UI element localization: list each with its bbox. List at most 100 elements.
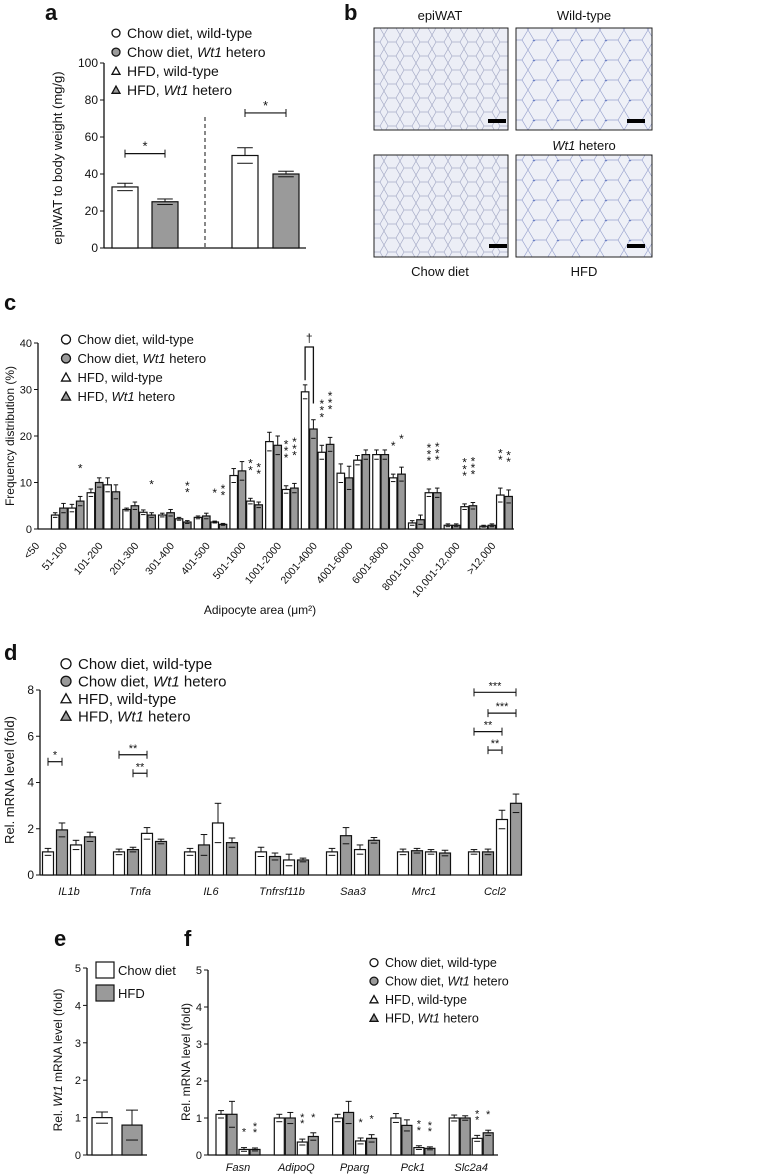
legend-label: Chow diet, wild-type: [127, 25, 253, 41]
significance-stars: ***: [435, 440, 440, 467]
x-tick-label: 401-500: [179, 540, 213, 577]
legend-item: Chow diet, Wt1 hetero: [369, 975, 509, 989]
bar: [111, 186, 139, 249]
bar: [388, 477, 398, 530]
bar: [211, 822, 225, 876]
bar: [325, 443, 335, 530]
bar: [296, 1141, 308, 1156]
legend-label: Chow diet, wild-type: [78, 332, 194, 347]
legend-circle-marker: [60, 675, 72, 687]
y-tick-label: 1: [196, 1113, 202, 1125]
legend-triangle-marker: [59, 692, 73, 704]
significance-label: ***: [489, 680, 503, 692]
bar: [67, 507, 77, 530]
bar: [246, 500, 255, 530]
bar: [366, 1137, 378, 1156]
chart-a: 0 20 40 60 80 100 epiWAT to body weight (mg/g)…: [50, 25, 306, 255]
significance-label: **: [129, 743, 138, 755]
bar: [438, 852, 452, 876]
bar: [166, 512, 175, 530]
legend-item: HFD, wild-type: [59, 691, 176, 708]
y-tick-label: 20: [85, 204, 99, 218]
bar: [281, 488, 291, 530]
x-tick-label: <50: [22, 540, 43, 561]
legend-swatch: [95, 961, 115, 979]
y-tick-label: 0: [26, 524, 32, 536]
bar: [309, 428, 318, 530]
significance-stars: **: [248, 457, 253, 478]
significance-stars: **: [185, 479, 190, 500]
legend-item: HFD, Wt1 hetero: [368, 1012, 479, 1026]
x-tick-label: IL1b: [58, 886, 79, 898]
bar: [83, 836, 97, 876]
bar: [332, 1117, 344, 1156]
y-tick-label: 0: [91, 241, 98, 255]
dagger-bracket: [304, 346, 315, 404]
x-tick-label: >12,000: [465, 540, 499, 577]
legend-triangle-marker: [110, 65, 122, 75]
y-tick-label: 80: [85, 93, 99, 107]
legend-triangle-marker: [110, 84, 122, 94]
x-tick-label: 101-200: [72, 540, 106, 577]
y-tick-label: 100: [78, 56, 98, 70]
bar: [290, 487, 299, 530]
significance-stars: ***: [471, 454, 476, 481]
bar: [336, 472, 346, 530]
legend-label: HFD, wild-type: [78, 691, 176, 708]
significance-stars: **: [506, 448, 511, 469]
legend-item: HFD, wild-type: [60, 370, 163, 385]
significance-stars: **: [428, 1120, 433, 1138]
significance-stars: *: [399, 432, 404, 446]
legend-item: Chow diet, wild-type: [60, 656, 212, 673]
bar: [410, 850, 424, 876]
legend-circle-marker: [111, 47, 121, 57]
legend-item: Chow diet, Wt1 hetero: [60, 351, 206, 366]
bar: [307, 1135, 319, 1156]
bar: [467, 851, 481, 876]
bar: [122, 508, 131, 530]
bar: [237, 470, 247, 530]
bar: [339, 835, 353, 876]
panel-label-e: e: [54, 926, 66, 951]
y-axis-label: Rel. mRNA level (fold): [179, 1003, 193, 1121]
bar: [509, 802, 523, 876]
dagger-label: †: [306, 331, 313, 345]
y-tick-label: 0: [75, 1150, 81, 1162]
legend-circle-marker: [369, 957, 379, 968]
y-tick-label: 0: [27, 868, 34, 882]
bar: [390, 1117, 402, 1156]
legend-label: HFD, wild-type: [385, 993, 467, 1007]
bar: [481, 851, 495, 876]
bar: [396, 851, 410, 876]
legend-item: HFD, Wt1 hetero: [59, 709, 191, 726]
bar: [317, 451, 327, 530]
bar: [229, 474, 239, 530]
significance-stars: **: [253, 1121, 258, 1139]
chart-c: 0 10 20 30 40 Frequency distribution (%) <5051…: [3, 331, 514, 617]
micrograph-hfd-wild-type: [515, 27, 653, 131]
micrograph-chow-wild-type: [373, 27, 509, 131]
legend-item: Chow diet: [95, 961, 176, 979]
y-tick-label: 30: [20, 385, 32, 397]
significance-stars: **: [256, 460, 261, 481]
x-tick-label: 51-100: [40, 540, 70, 573]
y-tick-label: 6: [27, 729, 34, 743]
bar: [372, 454, 381, 530]
bar: [361, 454, 371, 530]
significance-label: ***: [496, 701, 510, 713]
bar: [111, 491, 121, 530]
legend-item: HFD, Wt1 hetero: [60, 389, 175, 404]
legend-circle-marker: [60, 658, 72, 670]
x-tick-label: IL6: [203, 886, 219, 898]
significance-stars: ***: [284, 438, 289, 465]
y-tick-label: 2: [27, 822, 34, 836]
x-tick-label: 301-400: [143, 540, 177, 577]
bar: [238, 1148, 250, 1156]
bar: [495, 818, 509, 876]
y-axis-label: Frequency distribution (%): [3, 366, 17, 506]
bar: [459, 1117, 471, 1156]
bar: [432, 492, 442, 530]
significance-label: **: [491, 738, 500, 750]
significance-stars: *: [486, 1109, 491, 1121]
bar: [353, 848, 367, 876]
